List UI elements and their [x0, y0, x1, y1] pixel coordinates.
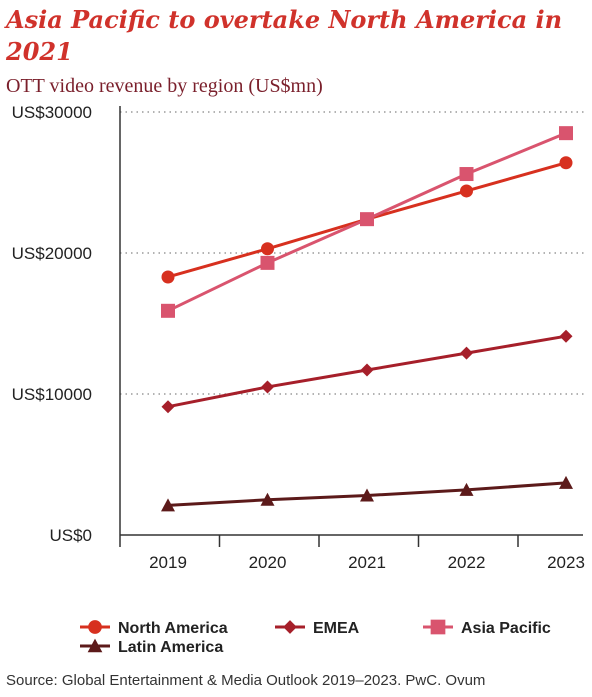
series-group	[161, 126, 573, 512]
legend-item-latin-america: Latin America	[80, 638, 223, 656]
data-point-north-america	[161, 270, 175, 284]
x-axis-ticks: 2019 2020 2021 2022 2023	[149, 553, 585, 572]
data-point-emea	[460, 346, 473, 360]
series-emea	[161, 329, 573, 414]
data-point-asia-pacific	[161, 303, 175, 318]
series-asia-pacific	[161, 126, 573, 318]
legend-label-latin-america: Latin America	[118, 639, 223, 656]
y-tick-label: US$10000	[12, 385, 92, 404]
data-point-emea	[360, 363, 374, 377]
data-point-latin-america	[161, 498, 175, 512]
data-point-emea	[161, 400, 175, 414]
legend: North America EMEA Asia Pacific Latin Ameri…	[80, 619, 551, 656]
data-point-emea	[559, 329, 573, 343]
data-point-asia-pacific	[459, 167, 474, 182]
data-point-asia-pacific	[360, 212, 374, 227]
data-point-north-america	[559, 156, 573, 170]
legend-label-north-america: North America	[118, 620, 228, 637]
x-tick-label: 2022	[448, 553, 486, 572]
data-point-asia-pacific	[260, 255, 275, 270]
legend-item-asia-pacific: Asia Pacific	[423, 619, 551, 637]
legend-marker-north-america	[88, 620, 102, 634]
x-tick-label: 2021	[348, 553, 386, 572]
data-point-latin-america	[360, 488, 374, 502]
data-point-asia-pacific	[559, 126, 573, 141]
legend-label-asia-pacific: Asia Pacific	[461, 620, 551, 637]
x-tick-label: 2023	[547, 553, 585, 572]
x-tick-label: 2019	[149, 553, 187, 572]
legend-marker-emea	[283, 620, 297, 634]
y-tick-label: US$30000	[12, 103, 92, 122]
data-point-north-america	[460, 184, 473, 198]
data-point-latin-america	[559, 475, 573, 489]
y-tick-label: US$0	[49, 526, 92, 545]
grid	[120, 111, 585, 395]
axes	[119, 106, 583, 547]
y-tick-label: US$20000	[12, 244, 92, 263]
legend-marker-asia-pacific	[430, 619, 446, 635]
chart-subtitle: OTT video revenue by region (US$mn)	[6, 75, 323, 97]
y-axis-ticks: US$0 US$10000 US$20000 US$30000	[12, 103, 92, 545]
data-point-latin-america	[459, 482, 474, 496]
series-latin-america	[161, 475, 573, 512]
legend-item-emea: EMEA	[275, 620, 360, 637]
data-point-latin-america	[260, 492, 275, 506]
chart-title: Asia Pacific to overtake North America i…	[6, 5, 563, 66]
legend-marker-latin-america	[87, 638, 103, 653]
data-point-north-america	[261, 242, 274, 256]
legend-item-north-america: North America	[80, 620, 228, 637]
source-note: Source: Global Entertainment & Media Out…	[6, 672, 486, 689]
x-tick-label: 2020	[249, 553, 287, 572]
legend-label-emea: EMEA	[313, 620, 360, 637]
data-point-emea	[261, 380, 274, 394]
